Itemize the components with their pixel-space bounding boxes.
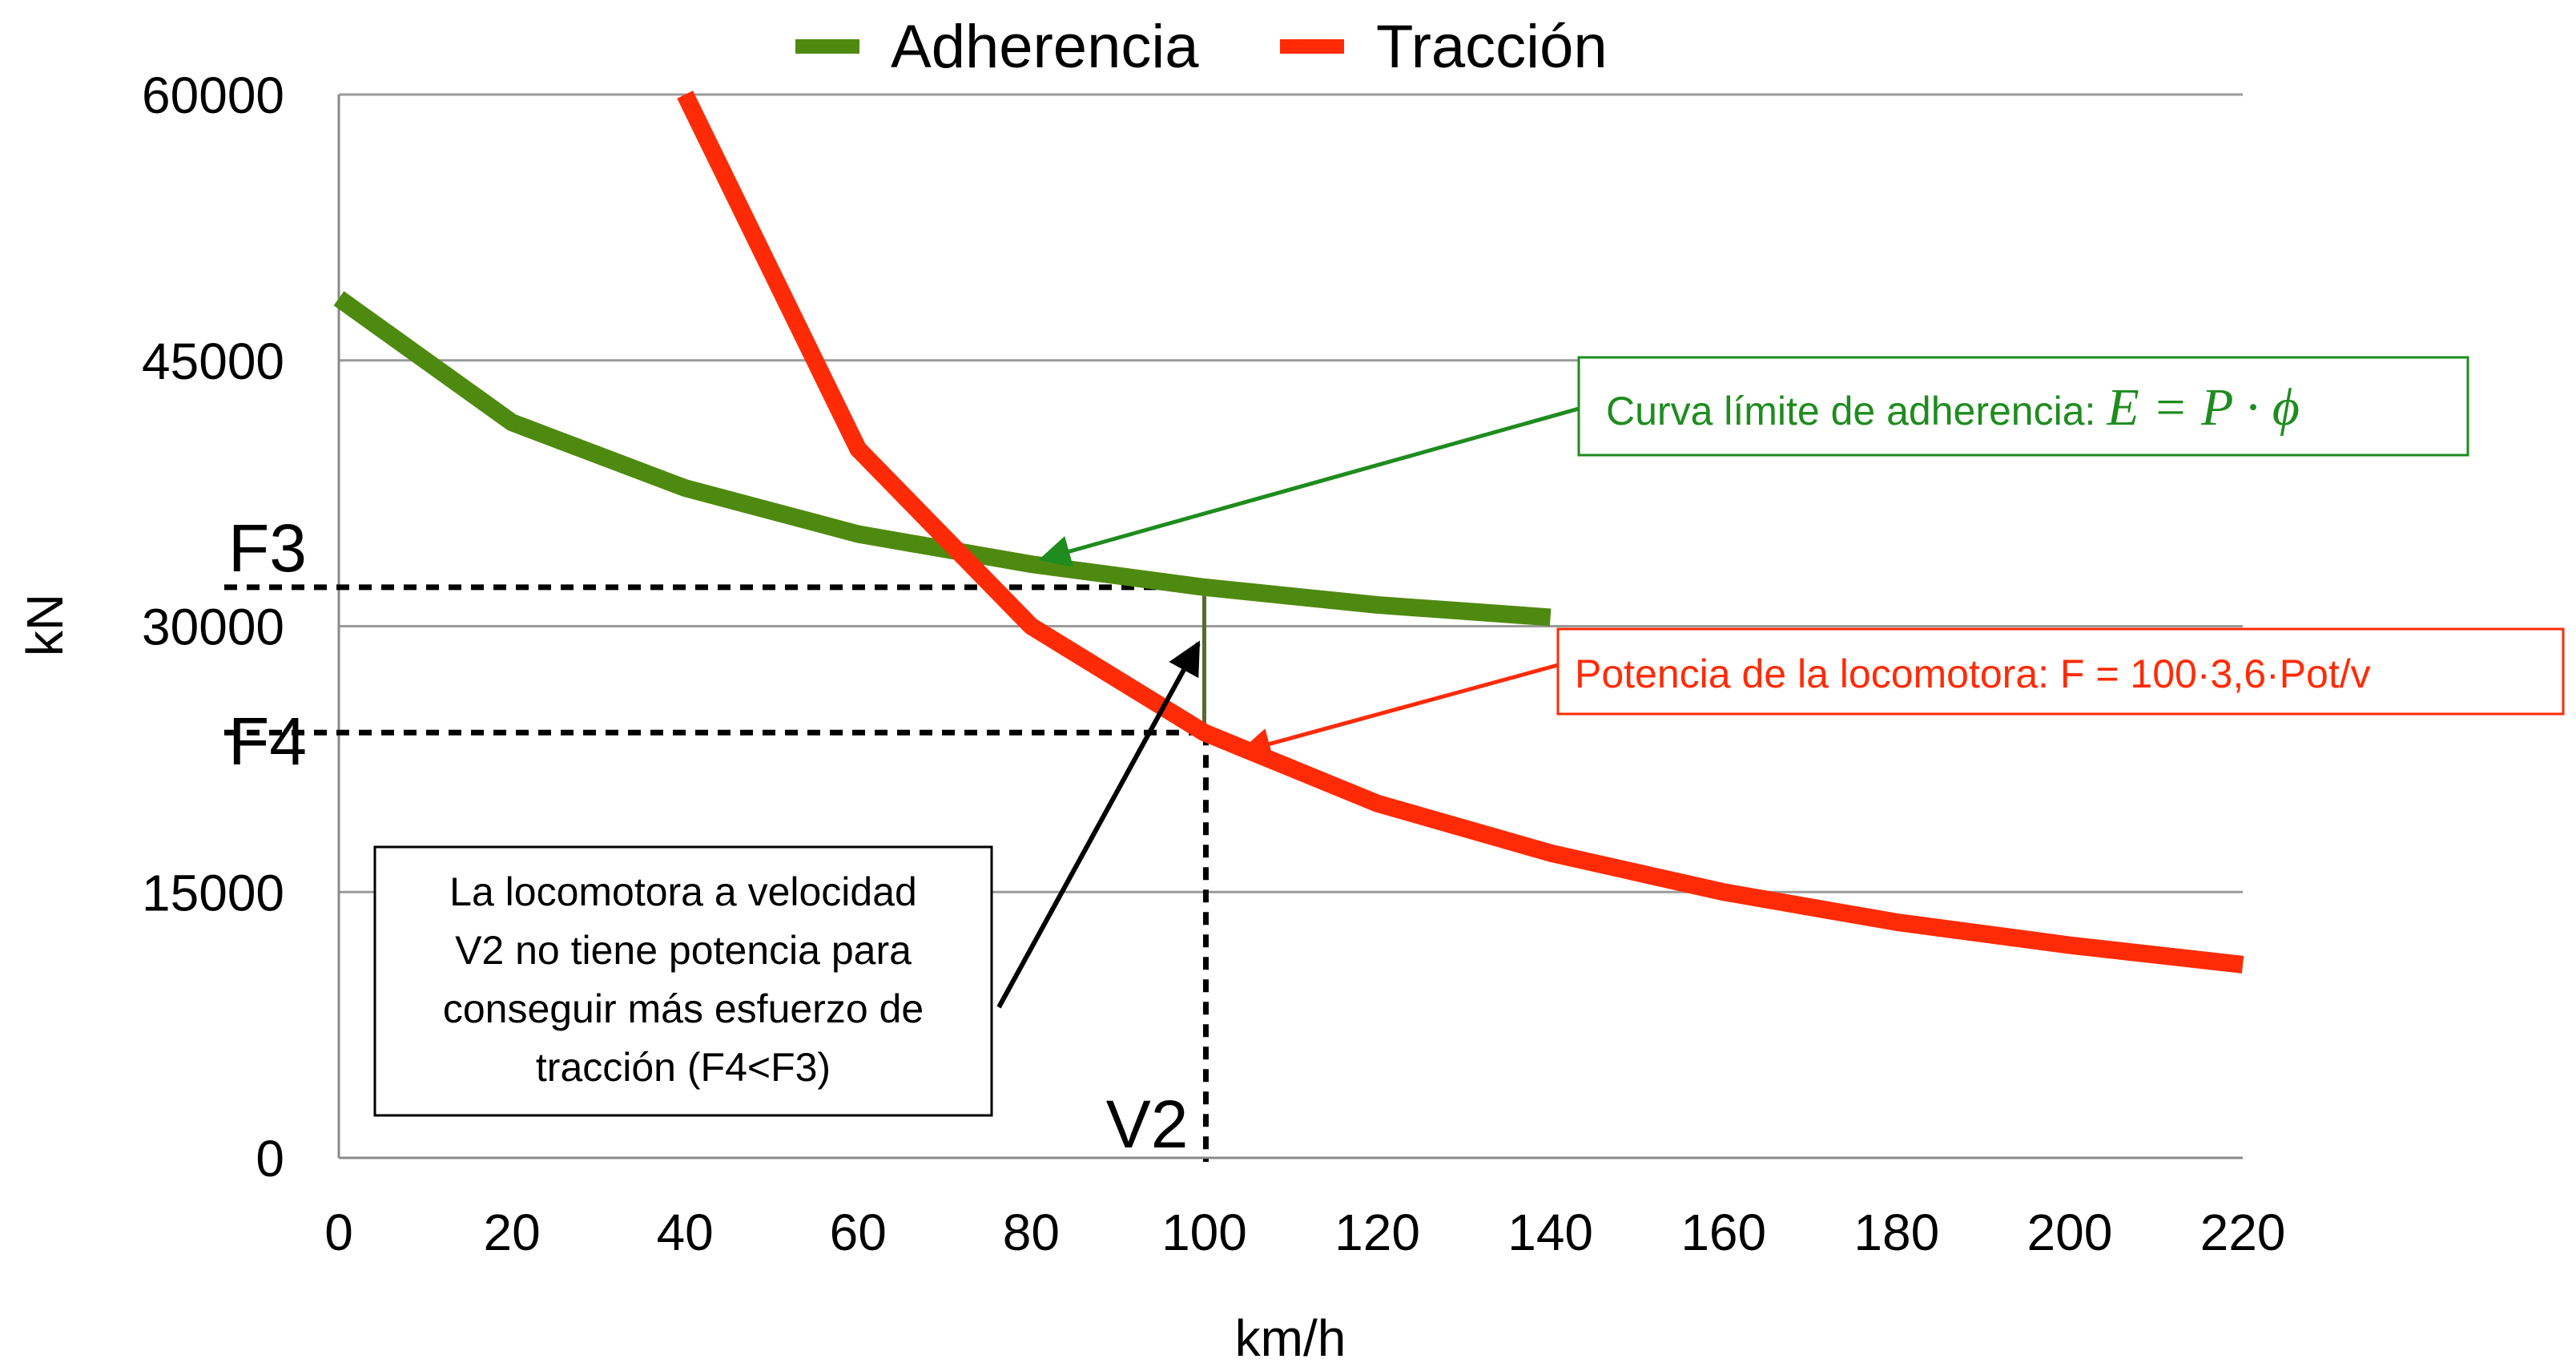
legend: Adherencia Tracción bbox=[795, 13, 1608, 81]
note-arrow bbox=[996, 640, 1201, 1009]
note-annotation: La locomotora a velocidad V2 no tiene po… bbox=[373, 640, 1201, 1117]
x-tick-label: 200 bbox=[2027, 1204, 2113, 1261]
f3-label: F3 bbox=[228, 510, 307, 586]
x-tick-label: 120 bbox=[1334, 1204, 1420, 1261]
note-line-3: conseguir más esfuerzo de bbox=[443, 986, 924, 1031]
series-line-traccion bbox=[677, 91, 2244, 974]
x-tick-label: 60 bbox=[830, 1204, 887, 1261]
adherence-arrow bbox=[1038, 406, 1580, 567]
y-tick-labels: 0 15000 30000 45000 60000 bbox=[142, 67, 284, 1188]
x-tick-label: 0 bbox=[324, 1204, 353, 1261]
legend-label-adherencia: Adherencia bbox=[891, 13, 1199, 81]
power-annotation-box bbox=[1556, 627, 2565, 716]
x-tick-label: 180 bbox=[1854, 1204, 1939, 1261]
f4-label: F4 bbox=[228, 704, 307, 779]
note-line-2: V2 no tiene potencia para bbox=[455, 928, 912, 973]
x-tick-label: 20 bbox=[483, 1204, 540, 1261]
power-annotation: Potencia de la locomotora: F = 100·3,6·P… bbox=[1238, 627, 2565, 760]
x-tick-label: 40 bbox=[657, 1204, 714, 1261]
reference-guides bbox=[224, 584, 1209, 1162]
y-tick-label: 45000 bbox=[142, 333, 284, 390]
v2-label: V2 bbox=[1106, 1087, 1189, 1162]
x-tick-label: 220 bbox=[2200, 1204, 2286, 1261]
x-axis-title: km/h bbox=[1235, 1309, 1346, 1367]
note-box bbox=[373, 845, 993, 1117]
power-arrow bbox=[1238, 663, 1559, 760]
adherence-annotation-label: Curva límite de adherencia: bbox=[1606, 389, 2107, 433]
grid-lines bbox=[339, 93, 2243, 893]
series-layer bbox=[333, 91, 2244, 974]
x-tick-label: 160 bbox=[1680, 1204, 1766, 1261]
y-tick-label: 15000 bbox=[142, 864, 284, 921]
adherence-annotation-text: Curva límite de adherencia: E = P · ϕ bbox=[1606, 378, 2300, 437]
axes bbox=[337, 95, 2243, 1159]
x-tick-label: 80 bbox=[1003, 1204, 1060, 1261]
y-tick-label: 0 bbox=[256, 1130, 284, 1188]
adherence-annotation-box bbox=[1577, 356, 2469, 457]
y-tick-label: 30000 bbox=[142, 599, 284, 656]
x-tick-label: 100 bbox=[1161, 1204, 1247, 1261]
adherence-formula: E = P · ϕ bbox=[2106, 378, 2300, 437]
legend-label-traccion: Tracción bbox=[1376, 13, 1608, 81]
y-tick-label: 60000 bbox=[142, 67, 284, 124]
x-tick-label: 140 bbox=[1507, 1204, 1593, 1261]
adherence-annotation: Curva límite de adherencia: E = P · ϕ bbox=[1038, 356, 2469, 567]
note-line-1: La locomotora a velocidad bbox=[449, 869, 917, 914]
x-tick-labels: 0 20 40 60 80 100 120 140 160 180 200 220 bbox=[324, 1204, 2285, 1261]
power-annotation-text: Potencia de la locomotora: F = 100·3,6·P… bbox=[1575, 651, 2371, 696]
series-line-adherencia bbox=[333, 291, 1552, 627]
y-axis-title: kN bbox=[16, 594, 74, 656]
note-line-4: tracción (F4<F3) bbox=[536, 1045, 831, 1090]
